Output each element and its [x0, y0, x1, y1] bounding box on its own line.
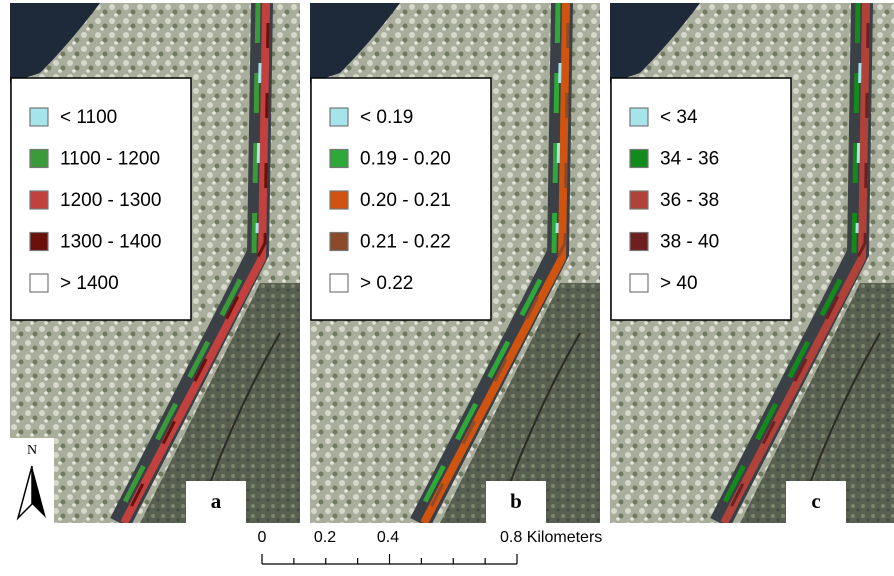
- legend-swatch: [630, 191, 648, 209]
- legend-swatch: [30, 233, 48, 251]
- legend-swatch: [630, 150, 648, 168]
- legend-swatch: [30, 150, 48, 168]
- legend-label: 0.20 - 0.21: [360, 190, 451, 211]
- legend-label: 1100 - 1200: [60, 149, 160, 170]
- legend-swatch: [330, 191, 348, 209]
- legend-label: 0.19 - 0.20: [360, 149, 451, 170]
- scale-label: 0.8 Kilometers: [500, 529, 602, 546]
- legend-swatch: [630, 274, 648, 292]
- scale-label: 0.2: [314, 529, 336, 546]
- panel-label: b: [510, 489, 522, 513]
- legend-swatch: [630, 108, 648, 126]
- panel-label: a: [211, 489, 222, 513]
- legend-label: > 1400: [60, 273, 119, 294]
- legend-swatch: [330, 233, 348, 251]
- legend-swatch: [330, 274, 348, 292]
- north-label: N: [27, 443, 37, 458]
- legend-label: > 40: [660, 273, 698, 294]
- map-panel: < 34 34 - 36 36 - 38 38 - 40 > 40 c: [610, 3, 894, 523]
- panels: < 1100 1100 - 1200 1200 - 1300 1300 - 1400 >…: [10, 3, 894, 523]
- legend-label: > 0.22: [360, 273, 413, 294]
- legend-label: 1200 - 1300: [60, 190, 161, 211]
- legend-swatch: [330, 108, 348, 126]
- scale-bar: 0 0.2 0.4 0.8 Kilometers: [258, 529, 603, 564]
- legend-label: < 34: [660, 107, 698, 128]
- legend-label: 34 - 36: [660, 149, 719, 170]
- legend-label: 1300 - 1400: [60, 232, 161, 253]
- legend-label: < 0.19: [360, 107, 413, 128]
- legend-label: 36 - 38: [660, 190, 719, 211]
- legend-label: 0.21 - 0.22: [360, 232, 451, 253]
- legend-swatch: [630, 233, 648, 251]
- legend-swatch: [30, 191, 48, 209]
- map-panel: < 0.19 0.19 - 0.20 0.20 - 0.21 0.21 - 0.22 >…: [310, 3, 600, 523]
- panel-label: c: [811, 489, 820, 513]
- legend-swatch: [30, 108, 48, 126]
- figure: < 1100 1100 - 1200 1200 - 1300 1300 - 1400 >…: [0, 0, 894, 571]
- scale-label: 0.4: [377, 529, 399, 546]
- page: {"panels": [ {"label": "a", "legend": [ …: [0, 0, 894, 571]
- north-arrow: N: [10, 438, 54, 524]
- legend-label: < 1100: [60, 107, 117, 128]
- legend-label: 38 - 40: [660, 232, 719, 253]
- legend-swatch: [330, 150, 348, 168]
- legend-swatch: [30, 274, 48, 292]
- scale-label: 0: [258, 529, 267, 546]
